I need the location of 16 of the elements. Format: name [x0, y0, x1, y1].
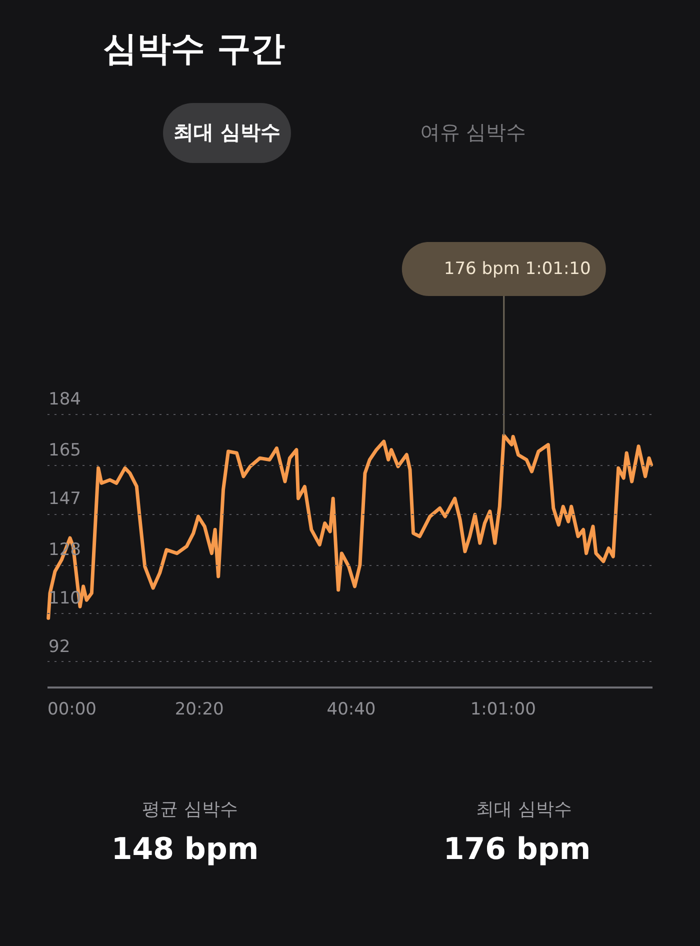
text: 여유 심박수: [420, 120, 526, 144]
x-tick-label: 00:00: [48, 700, 96, 720]
x-tick-label: 40:40: [326, 700, 376, 720]
y-tick-label: 147: [48, 489, 81, 510]
text: 최대 심박수: [476, 799, 572, 820]
annotation: 176 bpm 1:01:10: [444, 259, 591, 279]
y-tick-label: 92: [48, 636, 70, 657]
x-tick-label: 20:20: [174, 700, 224, 720]
y-tick-label: 165: [48, 440, 81, 461]
y-tick-label: 184: [48, 390, 81, 410]
chart-title: 심박수 구간: [103, 29, 285, 69]
text: 평균 심박수: [142, 799, 238, 820]
text: 최대 심박수: [174, 120, 280, 144]
text: 148 bpm: [111, 832, 259, 867]
text: 176 bpm: [443, 832, 591, 867]
x-tick-label: 1:01:00: [470, 700, 536, 720]
